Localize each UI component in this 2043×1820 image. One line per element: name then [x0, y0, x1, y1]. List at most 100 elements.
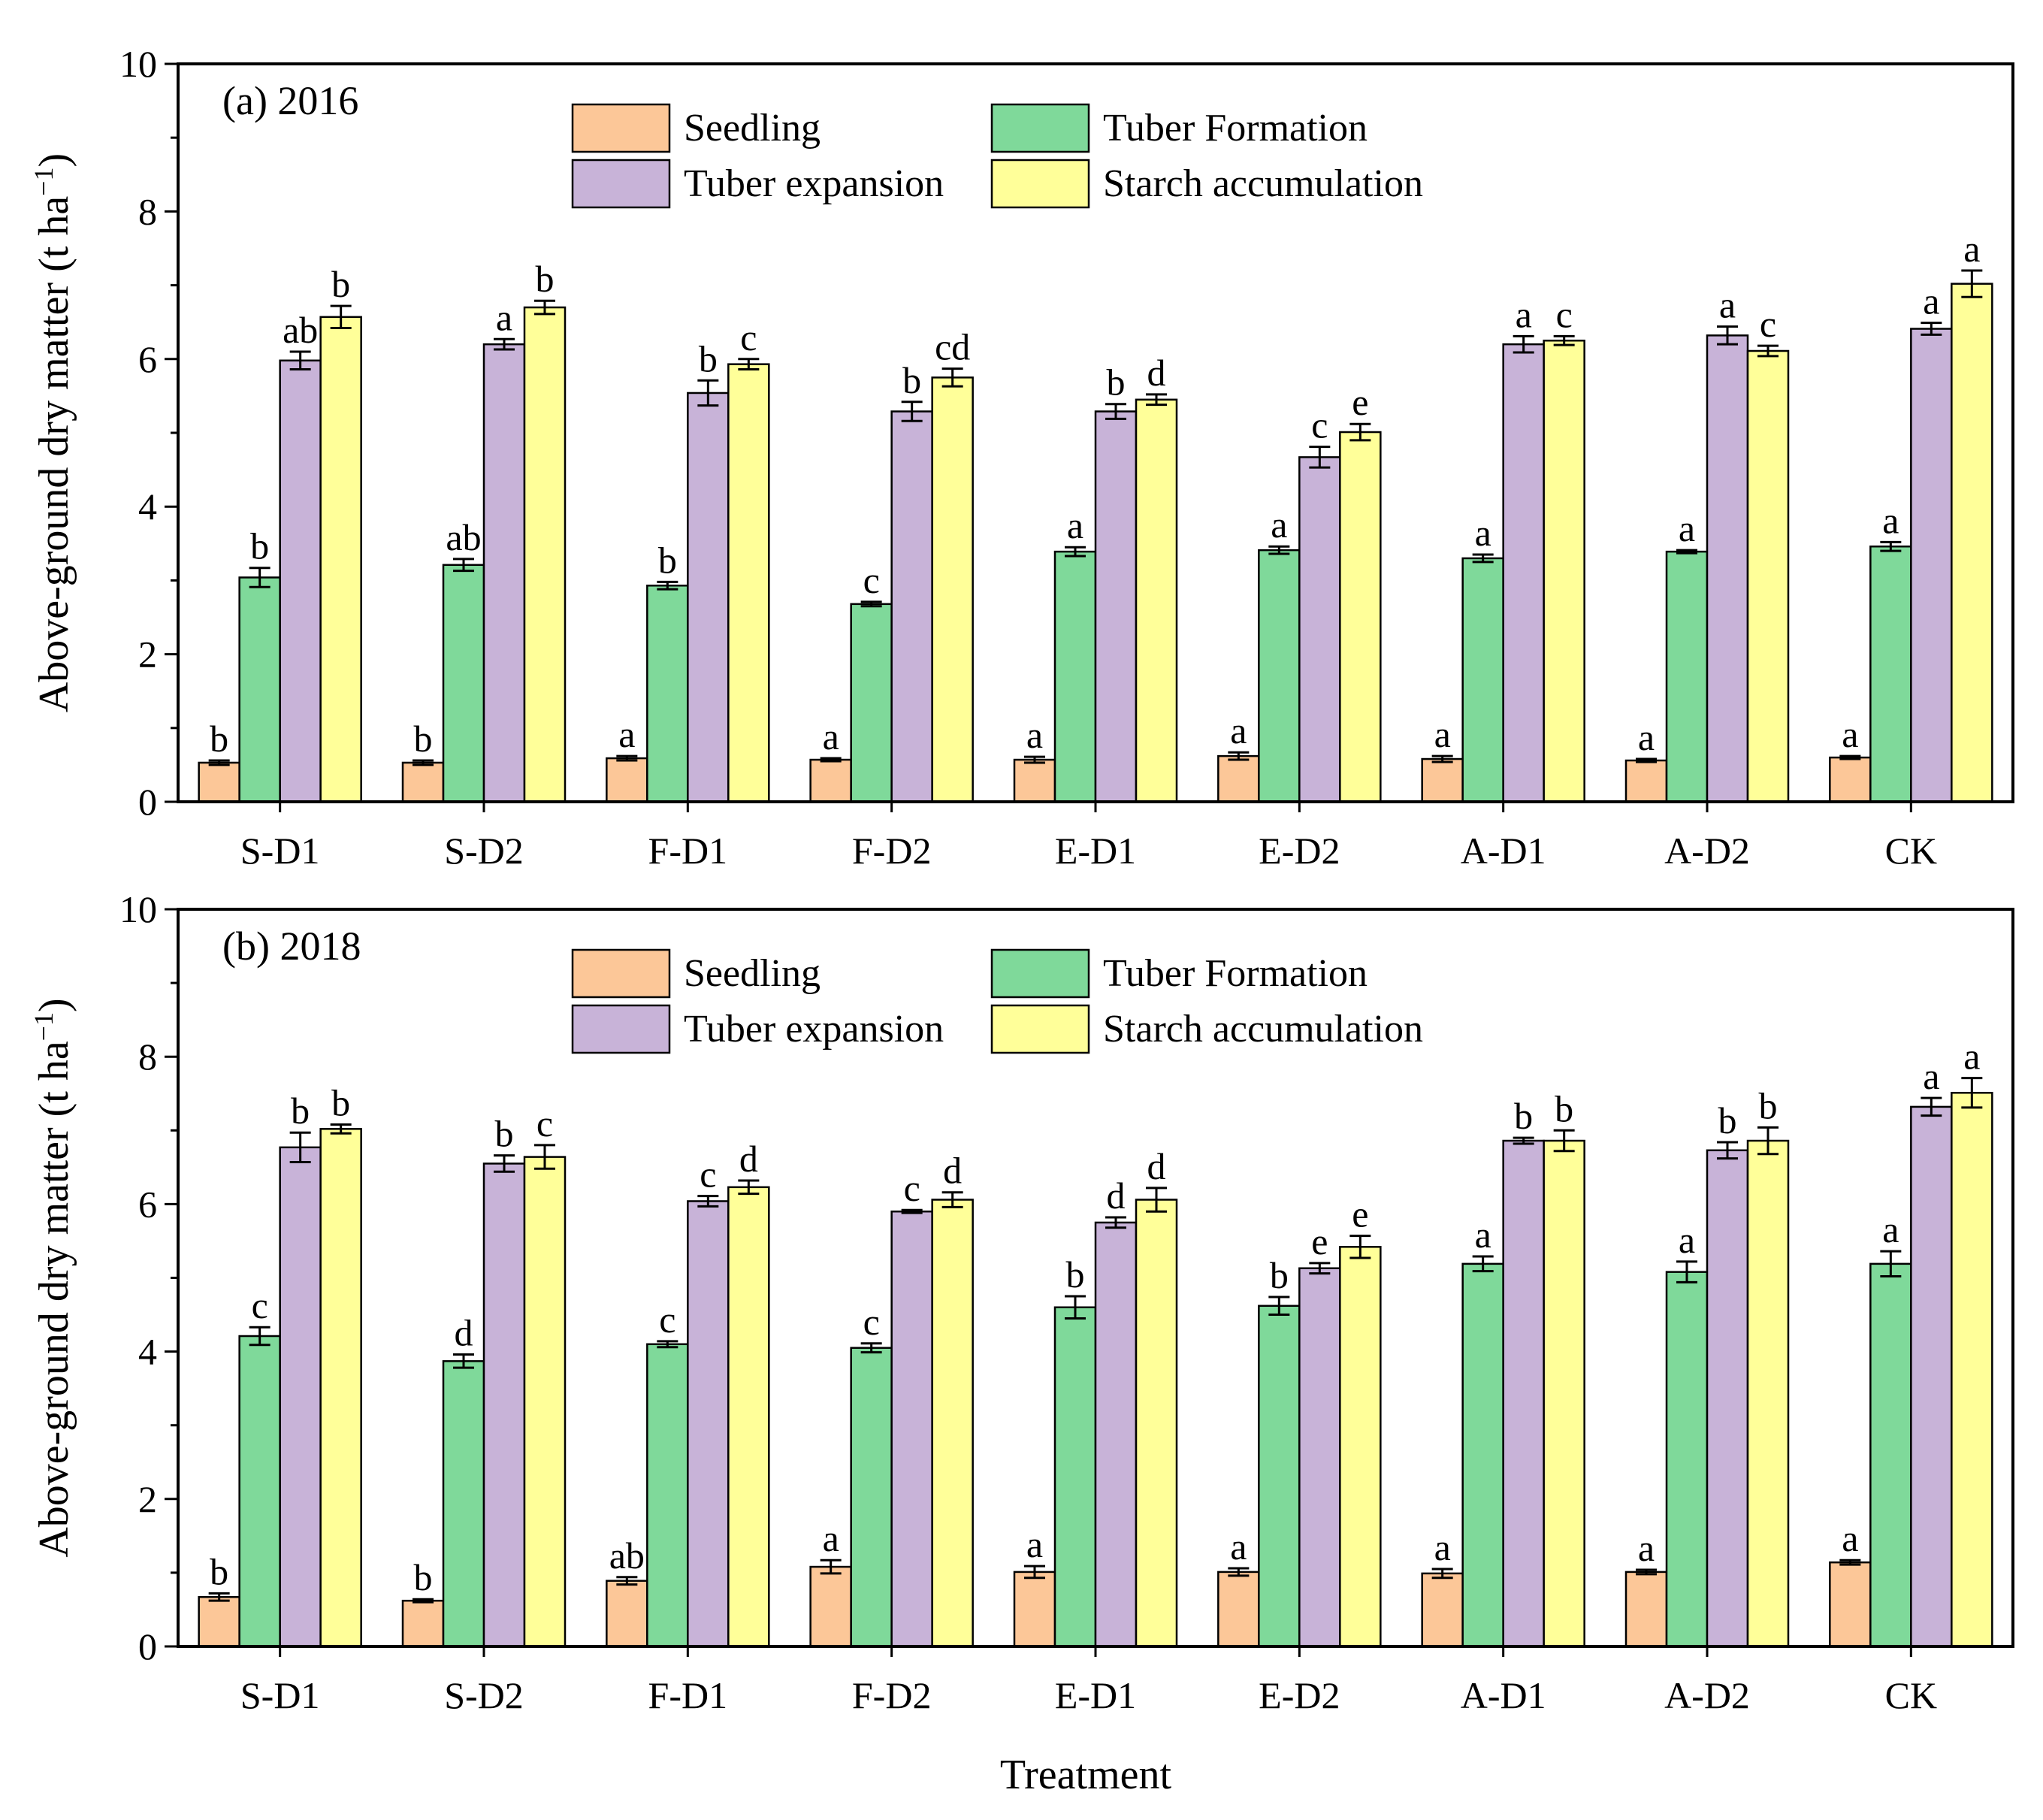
bar-tuber-expansion — [279, 1146, 322, 1648]
bar-tuber-formation — [238, 576, 281, 803]
bar-tuber-formation — [1053, 1306, 1097, 1648]
bar-tuber-expansion — [279, 359, 322, 803]
significance-letter: a — [1638, 716, 1655, 758]
y-tick-label: 4 — [138, 1331, 157, 1373]
bar-tuber-expansion — [482, 1162, 526, 1648]
significance-letter: a — [1516, 293, 1532, 335]
significance-letter: a — [1842, 1517, 1858, 1559]
legend-swatch — [990, 1004, 1090, 1054]
significance-letter: a — [1230, 709, 1247, 751]
significance-letter: ab — [609, 1534, 645, 1577]
legend-swatch — [990, 948, 1090, 999]
y-axis-label: Above-ground dry matter (t ha−1) — [29, 153, 77, 712]
bar-tuber-formation — [1461, 1262, 1504, 1648]
x-tick-label: CK — [1885, 1674, 1937, 1716]
legend-swatch — [571, 103, 671, 153]
significance-letter: a — [1963, 1035, 1980, 1078]
bar-starch-accumulation — [1543, 340, 1585, 803]
bar-seedling — [1217, 1571, 1260, 1648]
bar-tuber-expansion — [1910, 1105, 1953, 1648]
significance-letter: a — [1026, 714, 1043, 756]
bar-starch-accumulation — [1746, 349, 1790, 803]
significance-letter: a — [1923, 280, 1939, 322]
legend-label: Starch accumulation — [1103, 1008, 1423, 1051]
bar-tuber-formation — [646, 585, 689, 803]
bar-seedling — [1829, 756, 1872, 803]
y-axis-label-sup: −1 — [29, 1012, 59, 1041]
bar-seedling — [606, 1580, 648, 1648]
significance-letter: b — [699, 337, 718, 379]
bar-starch-accumulation — [1951, 1092, 1993, 1648]
significance-letter: a — [1882, 499, 1899, 541]
significance-letter: c — [252, 1284, 268, 1326]
bar-seedling — [198, 761, 240, 803]
legend-label: Tuber Formation — [1103, 952, 1368, 995]
significance-letter: b — [331, 263, 350, 305]
legend-swatch — [571, 948, 671, 999]
significance-letter: c — [700, 1153, 716, 1196]
bar-tuber-expansion — [1094, 1221, 1138, 1648]
x-tick-label: S-D2 — [444, 1674, 524, 1716]
bar-seedling — [401, 1599, 445, 1648]
bar-seedling — [401, 761, 445, 803]
bar-tuber-expansion — [1298, 1267, 1341, 1648]
significance-letter: c — [1556, 293, 1573, 335]
legend-swatch — [571, 159, 671, 209]
x-tick-label: S-D1 — [240, 1674, 320, 1716]
x-tick-label: F-D1 — [648, 1674, 728, 1716]
bar-tuber-formation — [1665, 1271, 1709, 1648]
x-tick-label: S-D2 — [444, 830, 524, 872]
x-tick-label: E-D1 — [1055, 1674, 1136, 1716]
significance-letter: c — [1760, 303, 1776, 345]
bar-seedling — [1013, 1571, 1056, 1648]
significance-letter: a — [1026, 1523, 1043, 1565]
significance-letter: b — [291, 1090, 310, 1132]
bar-seedling — [1013, 758, 1056, 803]
significance-letter: c — [863, 1301, 880, 1343]
x-tick-label: A-D1 — [1461, 830, 1546, 872]
bar-starch-accumulation — [1339, 1246, 1382, 1648]
y-axis-label-close: ) — [31, 153, 77, 168]
y-tick-label: 6 — [138, 1183, 157, 1225]
y-axis-label-close: ) — [31, 998, 77, 1012]
significance-letter: a — [1475, 512, 1491, 554]
bar-tuber-formation — [442, 564, 485, 803]
bar-tuber-formation — [1665, 550, 1709, 803]
significance-letter: e — [1352, 381, 1368, 423]
bar-seedling — [809, 1565, 852, 1648]
bar-tuber-formation — [1258, 1305, 1301, 1648]
legend-swatch — [990, 103, 1090, 153]
significance-letter: b — [1066, 1253, 1085, 1295]
bar-starch-accumulation — [523, 306, 567, 803]
panel-0: 0 2 4 6 8 10 Above-ground dry matter (t ha−1) S… — [29, 43, 2014, 872]
bar-tuber-formation — [1869, 1262, 1912, 1648]
bar-tuber-expansion — [1094, 410, 1138, 803]
legend-swatch — [990, 159, 1090, 209]
significance-letter: b — [414, 718, 433, 760]
bar-tuber-formation — [442, 1360, 485, 1648]
plot-frame — [177, 908, 2014, 1648]
bar-tuber-formation — [646, 1343, 689, 1648]
significance-letter: d — [1147, 352, 1166, 394]
bar-tuber-expansion — [482, 343, 526, 803]
significance-letter: a — [496, 296, 512, 338]
significance-letter: b — [1514, 1095, 1533, 1137]
legend: Seedling Tuber Formation Tuber expansion St… — [571, 948, 1423, 1054]
y-axis-label: Above-ground dry matter (t ha−1) — [29, 998, 77, 1557]
significance-letter: ab — [283, 309, 318, 351]
bar-tuber-formation — [1461, 557, 1504, 803]
panel-title: (a) 2016 — [222, 78, 358, 123]
y-tick-label: 4 — [138, 485, 157, 528]
x-tick-label: E-D1 — [1055, 830, 1136, 872]
bar-starch-accumulation — [1951, 283, 1993, 803]
significance-letter: a — [1638, 1527, 1655, 1569]
significance-letter: b — [1759, 1084, 1778, 1126]
bar-tuber-expansion — [1706, 1149, 1749, 1648]
bar-tuber-formation — [1869, 545, 1912, 803]
bar-tuber-expansion — [1910, 328, 1953, 803]
significance-letter: a — [1719, 284, 1736, 326]
x-tick-label: CK — [1885, 830, 1937, 872]
bar-tuber-expansion — [687, 392, 730, 803]
bar-seedling — [1421, 757, 1464, 803]
